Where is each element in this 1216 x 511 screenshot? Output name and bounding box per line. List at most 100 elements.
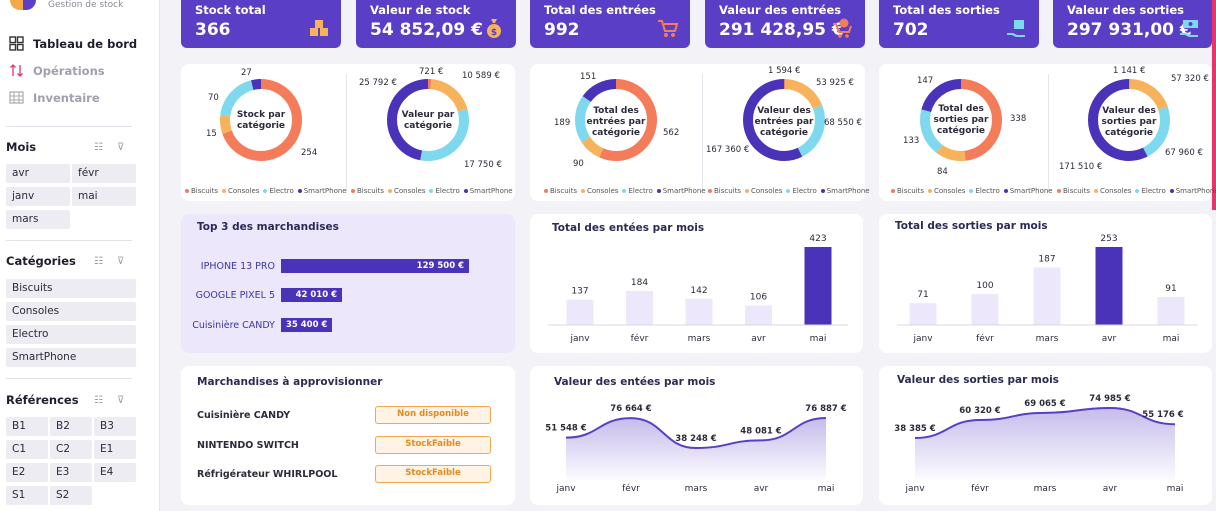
tick-label: févr: [631, 333, 649, 344]
slicer-tools: ☷ ⊽: [94, 256, 124, 267]
legend-item: Electro: [263, 187, 294, 195]
data-label: 71: [917, 290, 928, 300]
slicer-chip[interactable]: SmartPhone: [6, 348, 136, 367]
donut-label: 84: [937, 167, 948, 177]
slicer-chip[interactable]: avr: [6, 164, 70, 183]
tick-label: mai: [810, 334, 827, 344]
legend: Biscuits Consoles Electro SmartPhone: [1057, 187, 1216, 195]
tick-label: mai: [1163, 334, 1180, 344]
kpi-value: 366: [195, 20, 231, 40]
slicer-chip[interactable]: E3: [50, 463, 92, 482]
top3-row: GOOGLE PIXEL 5 42 010 €: [181, 288, 342, 302]
slicer-chip[interactable]: Consoles: [6, 302, 136, 321]
tick-label: avr: [1102, 334, 1117, 344]
legend-item: SmartPhone: [297, 187, 347, 195]
donut-label: 721 €: [419, 67, 444, 77]
restock-item-name: NINTENDO SWITCH: [197, 440, 299, 451]
panel-valeur-entrees-par-mois: Valeur des entées par mois 51 548 € janv 7…: [530, 366, 863, 505]
transfer-icon: [8, 63, 25, 78]
slicer-chip[interactable]: E1: [94, 440, 136, 459]
tick-label: mars: [1036, 334, 1059, 344]
kpi-label: Total des sorties: [893, 3, 1000, 17]
slicer-chip[interactable]: S2: [50, 486, 92, 505]
slicer-chip[interactable]: janv: [6, 187, 70, 206]
tick-label: avr: [751, 334, 766, 344]
slicer-chip[interactable]: E4: [94, 463, 136, 482]
donut-label: 171 510 €: [1059, 162, 1103, 172]
donut-segment: [220, 79, 302, 161]
legend-item: Biscuits: [544, 187, 577, 195]
data-label: 48 081 €: [740, 426, 781, 436]
slicer-chip[interactable]: C2: [50, 440, 92, 459]
top3-name: Cuisinière CANDY: [192, 319, 275, 331]
divider: [6, 126, 132, 127]
nav-label: Inventaire: [33, 90, 100, 105]
clear-filter-icon[interactable]: ⊽: [116, 142, 125, 153]
slicer-chip[interactable]: B1: [6, 417, 48, 436]
slicer-chip[interactable]: mars: [6, 210, 70, 229]
legend-item: Electro: [786, 187, 817, 195]
nav-item-inventaire[interactable]: Inventaire: [8, 90, 100, 105]
box-hand-icon: [1007, 20, 1025, 37]
kpi-valeur-entrees: Valeur des entrées 291 428,95 €: [705, 0, 865, 48]
slicer-tools: ☷ ⊽: [94, 395, 124, 406]
status-badge: StockFaible: [375, 465, 491, 483]
slicer-chip[interactable]: B2: [50, 417, 92, 436]
donut-label: 57 320 €: [1171, 74, 1209, 84]
donut-segment: [387, 79, 469, 161]
multi-select-icon[interactable]: ☷: [94, 142, 103, 153]
slicer-chip[interactable]: mai: [72, 187, 136, 206]
donut-label: 67 960 €: [1165, 148, 1203, 158]
area-fill: [915, 408, 1175, 480]
legend-item: SmartPhone: [820, 187, 870, 195]
bar: [1095, 247, 1123, 325]
tick-label: janv: [569, 334, 590, 344]
slicer-chip[interactable]: Electro: [6, 325, 136, 344]
donut-chart-valeur-entrees: [743, 79, 825, 161]
chart-title: Total des entées par mois: [552, 222, 705, 234]
money-bag-icon: $: [487, 19, 501, 38]
donut-segment: [743, 79, 825, 161]
donut-label: 70: [208, 93, 219, 103]
donut-chart-valeur-sorties: [1088, 79, 1170, 161]
bar: [566, 299, 594, 325]
data-label: 142: [690, 286, 707, 296]
separator: [1048, 74, 1049, 192]
legend-item: Consoles: [222, 187, 259, 195]
slicer-chip[interactable]: E2: [6, 463, 48, 482]
multi-select-icon[interactable]: ☷: [94, 256, 103, 267]
multi-select-icon[interactable]: ☷: [94, 395, 103, 406]
donut-center-label: Stock par catégorie: [236, 110, 286, 131]
svg-text:$: $: [491, 28, 497, 38]
kpi-valeur-stock: Valeur de stock 54 852,09 € $: [356, 0, 516, 48]
slicer-title-mois: Mois: [6, 140, 37, 154]
slicer-chip[interactable]: Biscuits: [6, 279, 136, 298]
legend-item: Consoles: [581, 187, 618, 195]
donut-chart-total-entrees: [575, 79, 657, 161]
nav-item-tableau-de-bord[interactable]: Tableau de bord: [8, 36, 137, 51]
slicer-chip[interactable]: S1: [6, 486, 48, 505]
donut-center-label: Total des sorties par catégorie: [933, 104, 989, 136]
tick-label: févr: [976, 333, 994, 344]
restock-item-name: Réfrigérateur WHIRLPOOL: [197, 469, 338, 480]
clear-filter-icon[interactable]: ⊽: [116, 256, 125, 267]
divider: [6, 378, 132, 379]
top3-row: IPHONE 13 PRO 129 500 €: [181, 259, 469, 273]
legend: Biscuits Consoles Electro SmartPhone: [708, 187, 870, 195]
panel-title: Top 3 des marchandises: [197, 221, 339, 233]
kpi-value: 992: [544, 20, 580, 40]
data-label: 76 664 €: [610, 404, 651, 414]
scrollbar[interactable]: [1212, 0, 1216, 210]
slicer-chip[interactable]: C1: [6, 440, 48, 459]
kpi-stock-total: Stock total 366: [181, 0, 341, 48]
donut-label: 151: [580, 72, 597, 82]
clear-filter-icon[interactable]: ⊽: [116, 395, 125, 406]
top3-name: GOOGLE PIXEL 5: [195, 289, 275, 301]
divider: [6, 240, 132, 241]
slicer-chip[interactable]: févr: [72, 164, 136, 183]
donut-label: 562: [663, 128, 680, 138]
donut-label: 1 141 €: [1113, 66, 1146, 76]
nav-item-operations[interactable]: Opérations: [8, 63, 105, 78]
kpi-label: Stock total: [195, 3, 266, 17]
slicer-chip[interactable]: B3: [94, 417, 136, 436]
